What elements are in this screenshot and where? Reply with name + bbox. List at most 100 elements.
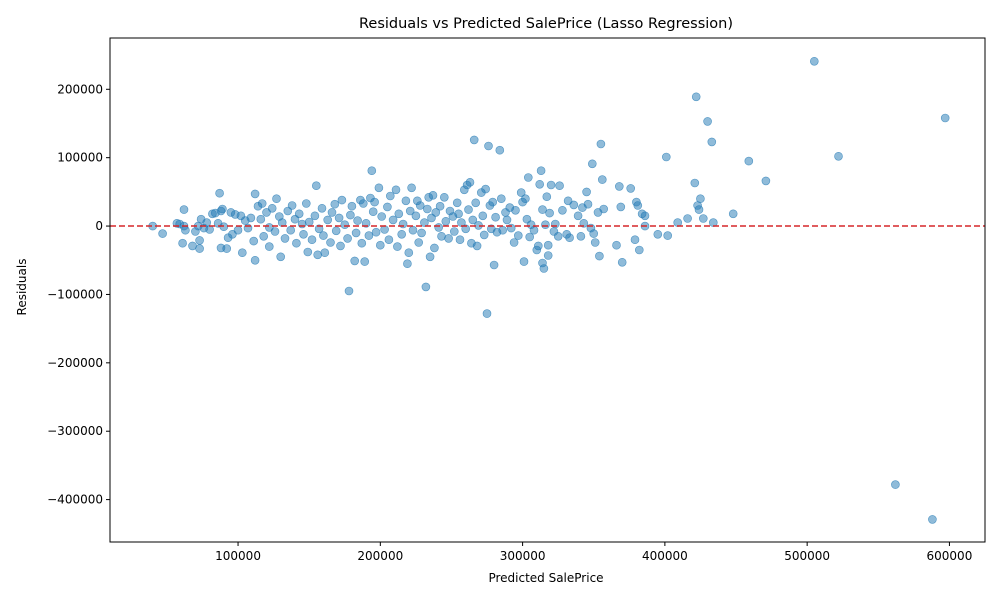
- data-point: [928, 515, 937, 524]
- data-point: [809, 56, 819, 66]
- data-point: [455, 235, 465, 244]
- data-point: [590, 238, 600, 247]
- data-point: [653, 230, 663, 239]
- data-point: [744, 156, 754, 166]
- x-tick-label: 300000: [500, 549, 546, 563]
- data-point: [246, 213, 256, 223]
- data-point: [405, 206, 415, 216]
- data-point: [555, 181, 564, 190]
- data-point: [449, 227, 459, 236]
- data-point: [287, 201, 297, 210]
- data-point: [444, 234, 453, 243]
- data-point: [347, 201, 357, 211]
- data-point: [630, 235, 640, 244]
- y-tick-label: 200000: [57, 82, 103, 96]
- data-point: [454, 209, 463, 219]
- data-point: [626, 184, 636, 193]
- data-point: [414, 238, 424, 247]
- data-point: [538, 205, 547, 214]
- data-point: [506, 223, 516, 233]
- data-point: [179, 205, 189, 214]
- data-point: [596, 139, 606, 149]
- data-point: [350, 256, 360, 266]
- data-point: [307, 235, 317, 244]
- data-point: [431, 208, 441, 217]
- data-point: [509, 238, 519, 247]
- data-point: [417, 228, 426, 238]
- data-point: [558, 206, 567, 215]
- x-tick-label: 600000: [927, 549, 973, 563]
- data-point: [425, 252, 435, 262]
- data-point: [589, 229, 599, 238]
- y-tick-label: 0: [95, 219, 103, 233]
- data-point: [498, 225, 508, 235]
- data-point: [663, 231, 673, 240]
- data-point: [374, 183, 384, 193]
- data-point: [250, 255, 260, 265]
- y-tick-label: −100000: [47, 287, 103, 301]
- data-point: [728, 209, 738, 219]
- data-point: [691, 92, 701, 102]
- data-point: [319, 231, 328, 240]
- data-point: [543, 251, 553, 260]
- data-point: [218, 204, 227, 214]
- data-point: [428, 191, 438, 200]
- data-point: [394, 209, 404, 219]
- data-point: [327, 208, 337, 217]
- data-point: [267, 204, 277, 213]
- x-tick-label: 200000: [357, 549, 403, 563]
- data-point: [195, 236, 204, 245]
- data-point: [276, 252, 286, 262]
- data-point: [397, 230, 407, 239]
- data-point: [375, 240, 385, 250]
- data-point: [479, 230, 489, 240]
- data-point: [634, 245, 644, 255]
- data-point: [661, 152, 671, 162]
- data-point: [834, 152, 843, 161]
- data-point: [401, 196, 411, 206]
- data-point: [371, 227, 381, 237]
- data-point: [411, 211, 421, 221]
- plot-area: [148, 56, 950, 524]
- data-point: [529, 225, 539, 235]
- data-point: [299, 230, 308, 239]
- data-point: [616, 202, 626, 212]
- data-point: [583, 199, 593, 209]
- data-point: [264, 242, 274, 251]
- data-point: [513, 231, 523, 240]
- data-point: [441, 217, 451, 226]
- data-point: [617, 257, 627, 267]
- data-point: [415, 201, 425, 210]
- data-point: [597, 175, 607, 184]
- data-point: [478, 211, 488, 221]
- data-point: [420, 218, 429, 227]
- data-point: [533, 241, 543, 251]
- data-point: [565, 233, 574, 242]
- data-point: [543, 240, 553, 250]
- data-point: [576, 232, 586, 241]
- data-point: [393, 242, 402, 251]
- data-point: [250, 189, 260, 199]
- data-point: [311, 181, 321, 190]
- data-point: [481, 184, 490, 194]
- data-point: [404, 248, 414, 257]
- data-point: [542, 192, 552, 201]
- data-point: [233, 225, 243, 235]
- data-point: [256, 214, 266, 224]
- data-point: [488, 197, 498, 207]
- chart-title: Residuals vs Predicted SalePrice (Lasso …: [359, 16, 733, 32]
- data-point: [439, 193, 449, 202]
- data-point: [301, 199, 311, 208]
- data-point: [391, 185, 401, 195]
- data-point: [430, 243, 439, 253]
- data-point: [491, 212, 500, 222]
- data-point: [612, 240, 621, 250]
- data-point: [215, 188, 224, 198]
- data-point: [496, 194, 506, 203]
- data-point: [489, 260, 499, 270]
- data-point: [421, 282, 431, 292]
- data-point: [259, 232, 269, 241]
- data-point: [640, 211, 650, 221]
- x-axis-title: Predicted SalePrice: [488, 571, 603, 585]
- data-point: [545, 208, 554, 218]
